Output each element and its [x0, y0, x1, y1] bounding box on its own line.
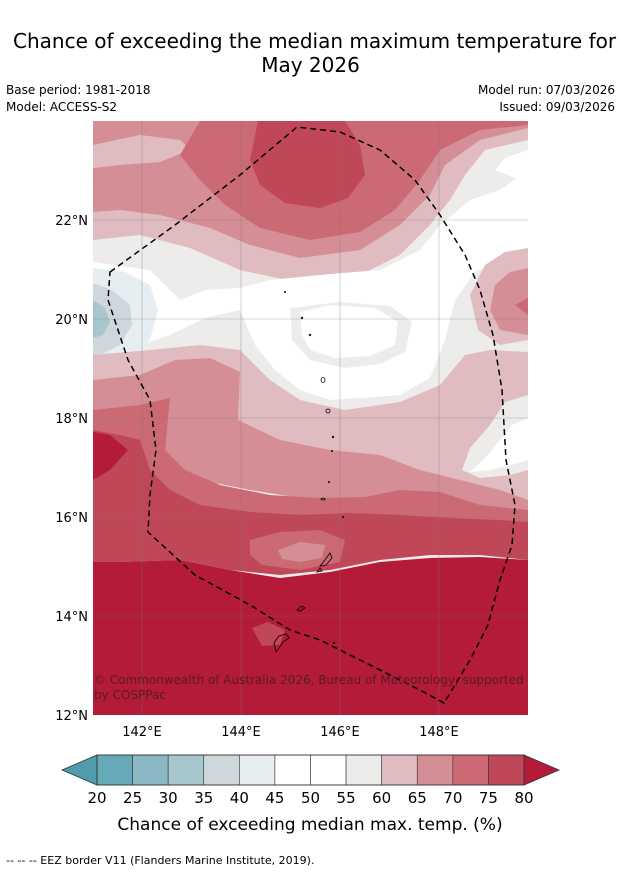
colorbar-label-50: 50 [301, 789, 320, 807]
longitude-ticks: 142°E 144°E 146°E 148°E [122, 725, 459, 740]
graticule [93, 121, 528, 715]
region-45-55-east [495, 150, 528, 180]
colorbar-bin-70 [452, 754, 489, 786]
region-65-70-patch [278, 542, 325, 562]
probability-field [93, 121, 528, 715]
colorbar-bin-75 [488, 754, 525, 786]
colorbar-label-35: 35 [194, 789, 213, 807]
base-period-label: Base period: 1981-2018 [6, 83, 151, 97]
islands [273, 290, 494, 653]
colorbar-low-extension [60, 754, 98, 786]
colorbar-bin-25 [132, 754, 169, 786]
region-70-75-south [93, 398, 528, 540]
colorbar-high-extension [523, 754, 561, 786]
lon-tick-148: 148°E [419, 725, 459, 740]
region-75-80-south [93, 430, 528, 575]
colorbar-bin-30 [167, 754, 205, 786]
copyright-line-1: © Commonwealth of Australia 2026, Bureau… [94, 673, 524, 687]
lat-tick-20: 20°N [55, 313, 88, 328]
colorbar-bin-65 [416, 754, 454, 786]
region-80-west [93, 432, 128, 480]
colorbar-label-20: 20 [87, 789, 106, 807]
model-label: Model: ACCESS-S2 [6, 100, 118, 114]
map-title-line-1: Chance of exceeding the median maximum t… [13, 29, 617, 53]
colorbar-label-25: 25 [123, 789, 142, 807]
colorbar-bin-50 [310, 754, 347, 786]
region-70-75-east [515, 298, 528, 315]
colorbar-title: Chance of exceeding median max. temp. (%… [117, 815, 502, 835]
lat-tick-12: 12°N [55, 709, 88, 724]
colorbar-label-70: 70 [443, 789, 462, 807]
model-run-label: Model run: 07/03/2026 [477, 83, 615, 97]
colorbar-label-45: 45 [265, 789, 284, 807]
colorbar-label-60: 60 [372, 789, 391, 807]
region-65-70-east [490, 268, 528, 335]
colorbar-label-55: 55 [337, 789, 356, 807]
colorbar-label-30: 30 [159, 789, 178, 807]
colorbar-bin-55 [345, 754, 382, 786]
eez-border [107, 126, 516, 705]
map-title-line-2: May 2026 [261, 53, 360, 77]
copyright-line-2: by COSPPac [94, 688, 166, 702]
colorbar-label-65: 65 [408, 789, 427, 807]
lat-tick-16: 16°N [55, 511, 88, 526]
lon-tick-146: 146°E [320, 725, 360, 740]
eez-footnote: -- -- -- EEZ border V11 (Flanders Marine… [6, 854, 315, 867]
colorbar-bin-35 [203, 754, 240, 786]
latitude-ticks: 22°N 20°N 18°N 16°N 14°N 12°N [55, 214, 88, 724]
lat-tick-18: 18°N [55, 412, 88, 427]
colorbar-bin-45 [274, 754, 311, 786]
colorbar-label-75: 75 [479, 789, 498, 807]
region-35-40 [93, 283, 132, 357]
lat-tick-22: 22°N [55, 214, 88, 229]
lon-tick-144: 144°E [221, 725, 261, 740]
colorbar-label-40: 40 [230, 789, 249, 807]
region-45-55-center [93, 170, 528, 400]
issued-label: Issued: 09/03/2026 [499, 100, 615, 114]
region-60-65-stripe [93, 135, 190, 168]
region-75-80-patch-south [252, 622, 285, 646]
lat-tick-14: 14°N [55, 610, 88, 625]
region-45-55-se-white [470, 418, 528, 472]
region-45-55-inner [300, 305, 398, 358]
colorbar-bin-60 [381, 754, 418, 786]
lon-tick-142: 142°E [122, 725, 162, 740]
colorbar-bin-40 [239, 754, 276, 786]
colorbar: 20 25 30 35 40 45 50 55 60 65 70 75 80 Chance of exc… [60, 754, 561, 835]
colorbar-bin-20 [96, 754, 133, 786]
region-80-south [93, 557, 528, 715]
colorbar-label-80: 80 [514, 789, 533, 807]
